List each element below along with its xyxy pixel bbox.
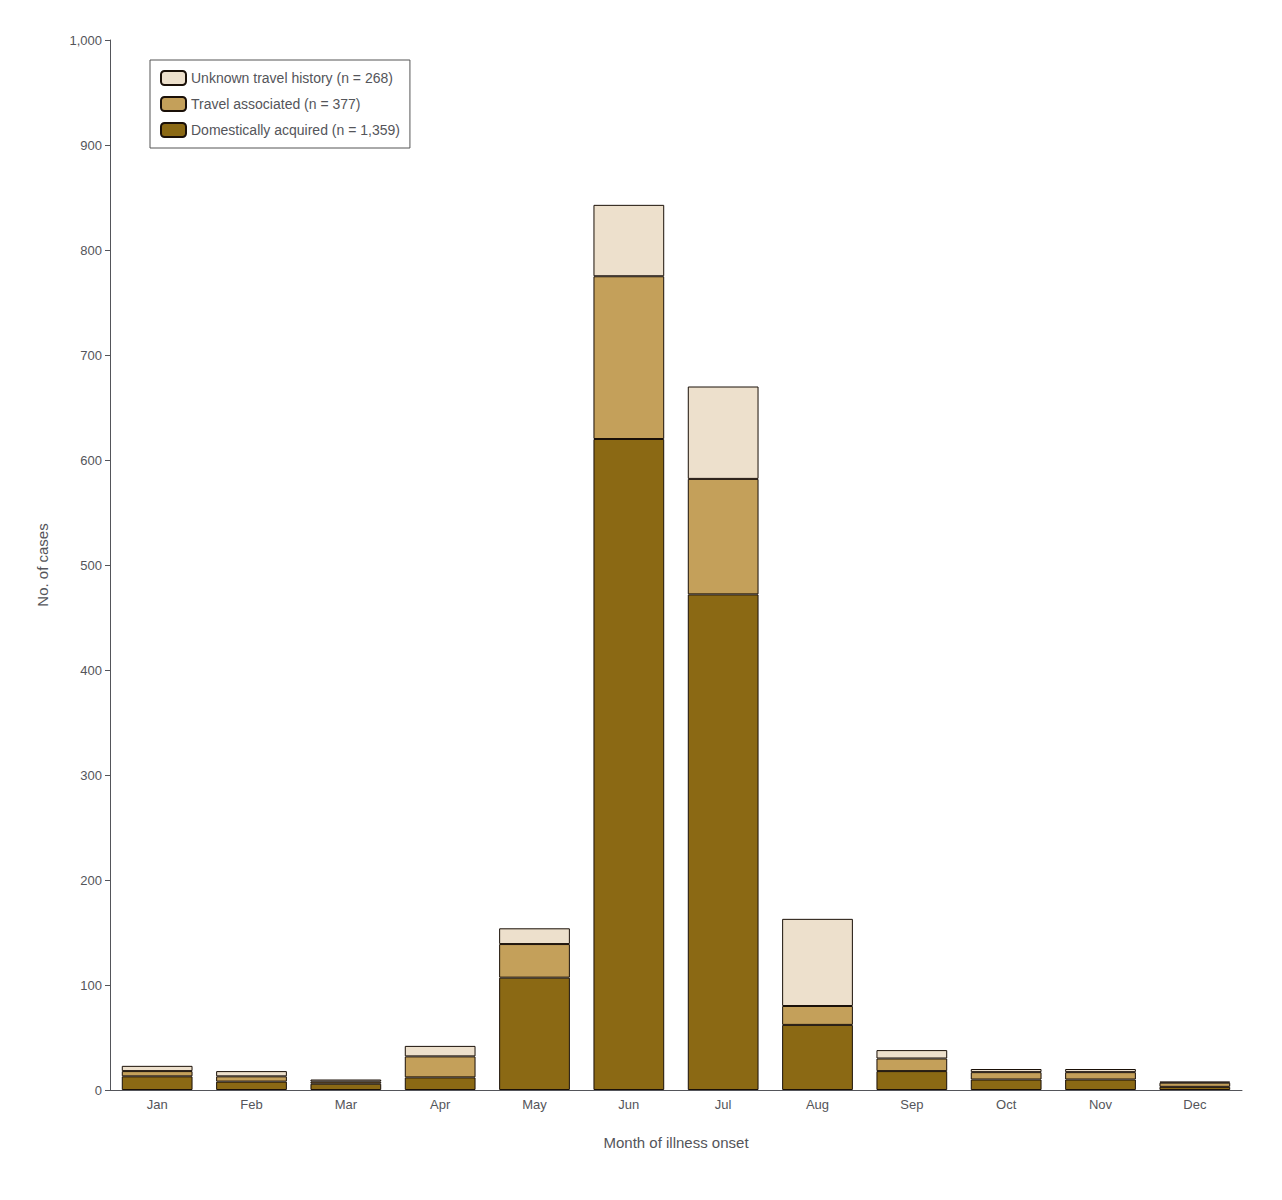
svg-text:500: 500 [80,558,102,573]
svg-text:200: 200 [80,873,102,888]
svg-text:900: 900 [80,138,102,153]
svg-text:Domestically acquired (n = 1,3: Domestically acquired (n = 1,359) [191,122,400,138]
svg-text:Travel associated (n = 377): Travel associated (n = 377) [191,96,361,112]
svg-text:Aug: Aug [806,1097,829,1112]
svg-text:Jul: Jul [715,1097,732,1112]
svg-text:800: 800 [80,243,102,258]
svg-text:No. of cases: No. of cases [34,523,51,606]
svg-text:400: 400 [80,663,102,678]
svg-text:Jan: Jan [147,1097,168,1112]
svg-text:Nov: Nov [1089,1097,1113,1112]
svg-text:Unknown travel history (n = 26: Unknown travel history (n = 268) [191,70,393,86]
svg-text:0: 0 [95,1083,102,1098]
svg-text:Oct: Oct [996,1097,1017,1112]
svg-text:Feb: Feb [240,1097,262,1112]
svg-text:Apr: Apr [430,1097,451,1112]
svg-text:Jun: Jun [618,1097,639,1112]
svg-text:Month of illness onset: Month of illness onset [603,1134,749,1151]
svg-text:Dec: Dec [1183,1097,1207,1112]
svg-text:700: 700 [80,348,102,363]
svg-text:300: 300 [80,768,102,783]
svg-text:100: 100 [80,978,102,993]
svg-text:Mar: Mar [335,1097,358,1112]
svg-text:Sep: Sep [900,1097,923,1112]
svg-text:May: May [522,1097,547,1112]
svg-text:1,000: 1,000 [69,33,102,48]
svg-text:600: 600 [80,453,102,468]
